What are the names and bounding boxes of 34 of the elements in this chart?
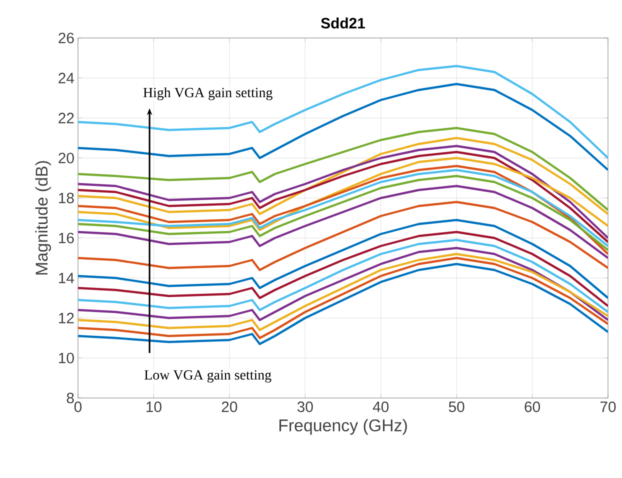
- y-axis-title: Magnitude (dB): [35, 161, 52, 275]
- line-series: [78, 82, 608, 172]
- annotation: High VGA gain setting: [143, 87, 272, 100]
- x-tick-label: 40: [372, 402, 389, 412]
- line-series: [78, 230, 608, 308]
- x-tick-label: 30: [297, 402, 313, 412]
- line-series: [78, 238, 608, 314]
- y-tick-label: 22: [58, 112, 74, 124]
- line-series: [78, 200, 608, 272]
- y-tick-label: 24: [58, 72, 74, 84]
- y-tick-label: 12: [59, 312, 74, 324]
- chart-title: Sdd21: [321, 18, 366, 28]
- line-series: [78, 218, 608, 300]
- y-tick-label: 18: [59, 192, 74, 204]
- line-series: [78, 136, 608, 216]
- x-tick-label: 20: [222, 402, 238, 412]
- x-tick-label: 70: [600, 402, 616, 412]
- x-tick-label: 10: [146, 402, 162, 412]
- line-series: [78, 246, 608, 322]
- y-tick-label: 14: [59, 272, 74, 284]
- line-series: [78, 64, 608, 160]
- x-axis-title: Frequency (GHz): [279, 418, 407, 435]
- line-series: [78, 156, 608, 232]
- x-tick-label: 0: [74, 402, 82, 412]
- y-tick-label: 20: [58, 152, 74, 164]
- annotation: Low VGA gain setting: [144, 370, 272, 383]
- y-tick-label: 8: [66, 392, 74, 404]
- y-tick-label: 16: [59, 232, 74, 244]
- line-series: [78, 126, 608, 212]
- x-tick-label: 50: [448, 402, 464, 412]
- y-tick-label: 10: [59, 352, 74, 364]
- x-tick-label: 60: [524, 402, 540, 412]
- y-tick-label: 26: [58, 32, 74, 44]
- line-series: [78, 184, 608, 260]
